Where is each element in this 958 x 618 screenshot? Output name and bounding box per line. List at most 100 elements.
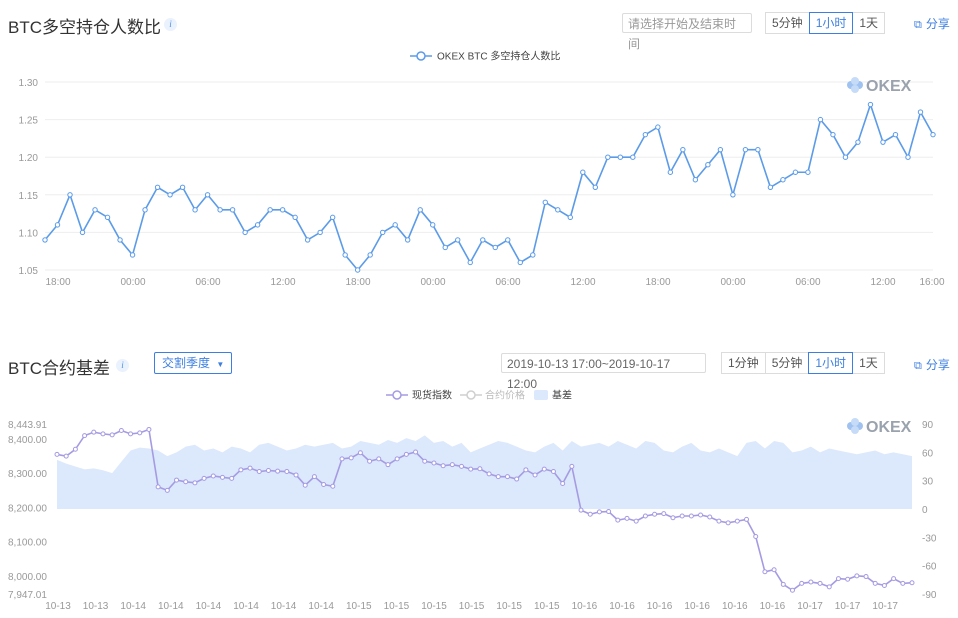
chart1-data-point — [817, 116, 824, 123]
chart2-y-right-tick-label: 30 — [922, 477, 934, 488]
chart1-data-point — [642, 131, 649, 138]
chart1-info-icon[interactable]: i — [164, 18, 177, 31]
chart2-spot-point — [367, 458, 373, 464]
chart2-okex-logo: OKEX — [847, 418, 912, 436]
chart2-legend-futures-label: 合约价格 — [485, 389, 525, 402]
chart1-date-range-input[interactable]: 请选择开始及结束时间 — [622, 13, 752, 51]
chart1-data-point — [154, 184, 161, 190]
chart1-x-tick-label: 00:00 — [720, 277, 745, 288]
chart1-data-point — [530, 252, 536, 258]
chart1-data-point — [655, 124, 661, 130]
chart1-data-point — [292, 214, 298, 221]
chart2-spot-point — [753, 534, 759, 540]
chart1-data-point — [905, 154, 911, 160]
chart2-x-tick-label: 10-14 — [271, 601, 297, 612]
chart2-y-right-tick-label: -60 — [922, 562, 937, 573]
chart2-spot-point — [422, 458, 428, 464]
chart1-data-point — [392, 222, 398, 228]
chart2-interval-1min[interactable]: 1分钟 — [721, 352, 766, 374]
chart2-legend-futures[interactable]: 合约价格 — [460, 389, 525, 402]
chart1-data-point — [455, 237, 461, 243]
chart1-data-point — [142, 207, 148, 213]
chart2-x-axis: 10-13 10-13 10-14 10-14 10-14 10-14 10-14 10-14… — [45, 601, 898, 612]
chart1-data-point — [54, 222, 61, 228]
chart1-data-point — [617, 154, 624, 160]
chart2-interval-1hour[interactable]: 1小时 — [808, 352, 854, 374]
chart2-spot-point — [82, 433, 88, 439]
chart2-interval-1day[interactable]: 1天 — [852, 352, 885, 374]
chart2-spot-point — [339, 456, 345, 462]
chart2-legend-basis[interactable]: 基差 — [534, 389, 572, 402]
chart2-spot-point — [128, 431, 134, 437]
chart2-x-tick-label: 10-16 — [572, 601, 598, 612]
chart2-spot-point — [293, 472, 299, 478]
share-icon: ⧉ — [914, 19, 922, 31]
chart2-legend-spot[interactable]: 现货指数 — [386, 389, 452, 402]
chart1-y-tick-label: 1.25 — [19, 116, 39, 127]
chart1-data-point — [329, 214, 336, 221]
chart1-data-point — [117, 237, 123, 243]
chart2-spot-point — [725, 520, 731, 526]
chart1-interval-1hour[interactable]: 1小时 — [808, 12, 854, 34]
chart1-data-point — [892, 131, 899, 138]
chart2-spot-point — [72, 446, 78, 452]
chart1-legend[interactable]: OKEX BTC 多空持仓人数比 — [410, 50, 560, 63]
chart2-legend[interactable]: 现货指数 合约价格 基差 — [386, 389, 572, 402]
chart2-spot-point — [440, 463, 446, 469]
chart1-interval-selector: 5分钟 1小时 1天 — [765, 12, 886, 34]
chart1-data-point — [717, 146, 724, 153]
chart2-spot-point — [891, 576, 897, 582]
chart2-y-left-tick-label: 8,000.00 — [8, 572, 47, 583]
chart2-y-right-tick-label: 90 — [922, 420, 934, 431]
chart1-data-point — [204, 192, 211, 198]
chart2-spot-point — [514, 476, 520, 482]
chart1-data-point — [492, 244, 498, 251]
chart2-spot-line — [56, 428, 913, 592]
chart1-data-point — [867, 101, 874, 108]
chart1-y-tick-label: 1.05 — [19, 266, 39, 277]
chart1-x-tick-label: 18:00 — [345, 277, 370, 288]
chart2-x-tick-label: 10-14 — [233, 601, 259, 612]
chart2-spot-point — [734, 518, 740, 524]
chart2-legend-spot-marker-icon — [392, 390, 402, 400]
chart2-spot-point — [91, 429, 97, 435]
chart2-spot-point — [164, 487, 170, 493]
chart2-spot-point — [155, 484, 161, 490]
chart2-y-axis-right: 90 60 30 0 -30 -60 -90 — [922, 420, 937, 601]
chart2-interval-5min[interactable]: 5分钟 — [764, 352, 810, 374]
chart1-x-tick-label: 06:00 — [795, 277, 820, 288]
chart1-data-point — [705, 162, 711, 168]
chart1-data-point — [192, 207, 198, 213]
chart2-legend-spot-label: 现货指数 — [412, 389, 452, 402]
chart2-share-button[interactable]: ⧉ 分享 — [914, 356, 950, 373]
okex-logo-icon-part — [851, 426, 859, 434]
chart1-interval-1day[interactable]: 1天 — [852, 12, 886, 34]
chart2-spot-point — [615, 517, 621, 523]
chart1-plot: OKEX BTC 多空持仓人数比 OKEX 1.301.251.201.151.… — [19, 50, 945, 289]
chart1-y-tick-label: 1.10 — [19, 228, 39, 239]
chart2-contract-dropdown[interactable]: 交割季度 ▼ — [154, 352, 233, 374]
chart2-x-tick-label: 10-16 — [647, 601, 673, 612]
chart2-x-tick-label: 10-14 — [308, 601, 334, 612]
chart2-logo-text: OKEX — [866, 419, 912, 436]
chart1-series — [42, 101, 936, 273]
chart2-spot-point — [403, 451, 409, 457]
chart1-data-point — [167, 192, 173, 198]
chart1-share-button[interactable]: ⧉ 分享 — [914, 15, 950, 32]
chart1-interval-5min[interactable]: 5分钟 — [765, 12, 810, 34]
chart2-x-tick-label: 10-15 — [384, 601, 410, 612]
chart2-spot-point — [146, 426, 152, 432]
chart2-spot-point — [826, 584, 832, 590]
chart2-spot-point — [707, 514, 713, 520]
chart1-data-point — [805, 169, 811, 175]
chart1-data-point — [92, 207, 98, 213]
chart1-data-point — [467, 259, 473, 266]
chart1-data-point — [42, 237, 48, 243]
chart2-x-tick-label: 10-14 — [120, 601, 146, 612]
chart1-share-label: 分享 — [925, 17, 950, 31]
chart2-spot-point — [569, 463, 575, 469]
chart1-data-point — [767, 184, 774, 190]
chart2-info-icon[interactable]: i — [116, 359, 129, 372]
chart2-spot-point — [587, 511, 593, 517]
chart2-date-range-input[interactable]: 2019-10-13 17:00~2019-10-17 12:00 — [501, 353, 706, 391]
